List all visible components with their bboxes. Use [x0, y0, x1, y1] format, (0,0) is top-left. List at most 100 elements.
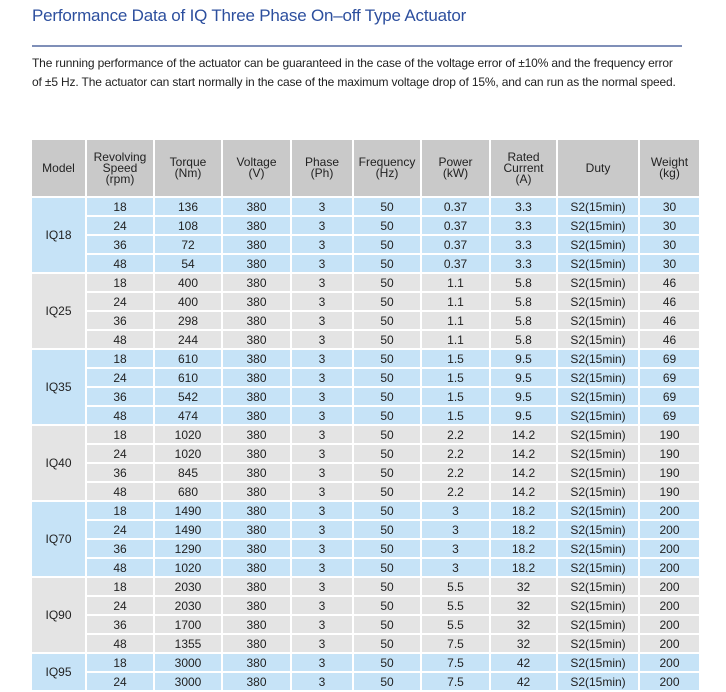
header-line: Voltage	[236, 155, 277, 169]
table-cell: 50	[354, 654, 420, 671]
table-cell: 474	[155, 407, 221, 424]
description: The running performance of the actuator …	[32, 56, 676, 89]
table-cell: 24	[87, 293, 153, 310]
table-cell: 380	[223, 198, 290, 215]
table-cell: 3	[292, 521, 352, 538]
table-cell: 9.5	[491, 388, 556, 405]
table-cell: 542	[155, 388, 221, 405]
table-cell: 2030	[155, 578, 221, 595]
table-cell: 0.37	[422, 236, 489, 253]
table-cell: 0.37	[422, 217, 489, 234]
table-cell: 30	[640, 236, 699, 253]
table-cell: 3	[292, 578, 352, 595]
table-row: 36 1700 380 3 50 5.5 32 S2(15min) 200	[32, 616, 699, 633]
table-cell: 0.37	[422, 255, 489, 272]
table-cell: 14.2	[491, 445, 556, 462]
header-row: Model Revolving Speed (rpm) Torque (Nm) Volta…	[32, 140, 699, 196]
table-cell: 680	[155, 483, 221, 500]
table-cell: 380	[223, 540, 290, 557]
table-cell: 50	[354, 293, 420, 310]
table-cell: 50	[354, 407, 420, 424]
table-cell: 36	[87, 236, 153, 253]
table-cell: 5.8	[491, 293, 556, 310]
table-row: 36 1290 380 3 50 3 18.2 S2(15min) 200	[32, 540, 699, 557]
table-cell: S2(15min)	[558, 597, 638, 614]
table-cell: 18	[87, 426, 153, 443]
table-cell: 72	[155, 236, 221, 253]
table-cell: 1020	[155, 559, 221, 576]
table-cell: 5.8	[491, 331, 556, 348]
table-cell: 46	[640, 312, 699, 329]
table-cell: 3	[292, 635, 352, 652]
table-row: IQ25 18 400 380 3 50 1.1 5.8 S2(15min) 46	[32, 274, 699, 348]
table-cell: 1700	[155, 616, 221, 633]
table-cell: 50	[354, 635, 420, 652]
table-cell: 190	[640, 483, 699, 500]
table-cell: 9.5	[491, 350, 556, 367]
table-cell: 50	[354, 578, 420, 595]
table-row: IQ70 18 1490 380 3 50 3 18.2 S2(15min) 200	[32, 502, 699, 576]
table-cell: 3	[292, 540, 352, 557]
table-cell: 3	[292, 293, 352, 310]
table-cell: S2(15min)	[558, 198, 638, 215]
table-cell: 200	[640, 502, 699, 519]
table-cell: 9.5	[491, 369, 556, 386]
table-cell: 200	[640, 578, 699, 595]
table-cell: 69	[640, 388, 699, 405]
table-row: IQ35 18 610 380 3 50 1.5 9.5 S2(15min) 69	[32, 350, 699, 424]
table-cell: 200	[640, 559, 699, 576]
table-cell: 2030	[155, 597, 221, 614]
table-cell: 200	[640, 616, 699, 633]
table-cell: 3	[422, 502, 489, 519]
header-line: (kg)	[659, 166, 680, 180]
table-cell: 200	[640, 597, 699, 614]
header-model: Model	[32, 140, 85, 196]
table-cell: 400	[155, 274, 221, 291]
table-cell: 200	[640, 654, 699, 671]
table-cell: S2(15min)	[558, 274, 638, 291]
table-cell: 50	[354, 445, 420, 462]
table-cell: 3	[292, 616, 352, 633]
table-cell: 46	[640, 274, 699, 291]
table-cell: 50	[354, 597, 420, 614]
table-cell: 48	[87, 483, 153, 500]
table-cell: 3.3	[491, 236, 556, 253]
table-cell: 50	[354, 559, 420, 576]
table-cell: S2(15min)	[558, 540, 638, 557]
table-cell: 18.2	[491, 502, 556, 519]
table-cell: 3000	[155, 673, 221, 690]
table-cell: 24	[87, 217, 153, 234]
table-cell: 3.3	[491, 198, 556, 215]
table-cell: 3	[292, 597, 352, 614]
table-cell: 18	[87, 350, 153, 367]
table-cell: 32	[491, 597, 556, 614]
table-cell: 50	[354, 369, 420, 386]
table-cell: 1.5	[422, 388, 489, 405]
table-row: 36 298 380 3 50 1.1 5.8 S2(15min) 46	[32, 312, 699, 329]
header-line: Frequency	[358, 155, 416, 169]
table-row: 48 1020 380 3 50 3 18.2 S2(15min) 200	[32, 559, 699, 576]
table-row: 24 3000 380 3 50 7.5 42 S2(15min) 200	[32, 673, 699, 690]
table-cell: 36	[87, 312, 153, 329]
table-cell: 3	[292, 445, 352, 462]
table-cell: 200	[640, 635, 699, 652]
table-cell: 380	[223, 654, 290, 671]
table-cell: S2(15min)	[558, 616, 638, 633]
table-cell: 24	[87, 521, 153, 538]
model-cell: IQ25	[32, 274, 85, 348]
table-cell: 32	[491, 578, 556, 595]
table-cell: 1490	[155, 502, 221, 519]
table-cell: 3	[292, 331, 352, 348]
table-cell: 5.8	[491, 274, 556, 291]
table-cell: 1.5	[422, 369, 489, 386]
performance-table: Model Revolving Speed (rpm) Torque (Nm) Volta…	[30, 138, 701, 692]
table-row: 24 1490 380 3 50 3 18.2 S2(15min) 200	[32, 521, 699, 538]
header-line: Speed	[102, 160, 138, 175]
table-cell: 190	[640, 426, 699, 443]
table-cell: 380	[223, 445, 290, 462]
header-cell: Frequency (Hz)	[354, 140, 420, 196]
table-cell: 380	[223, 217, 290, 234]
table-cell: S2(15min)	[558, 407, 638, 424]
table-cell: S2(15min)	[558, 578, 638, 595]
table-row: IQ18 18 136 380 3 50 0.37 3.3 S2(15min) 30	[32, 198, 699, 272]
